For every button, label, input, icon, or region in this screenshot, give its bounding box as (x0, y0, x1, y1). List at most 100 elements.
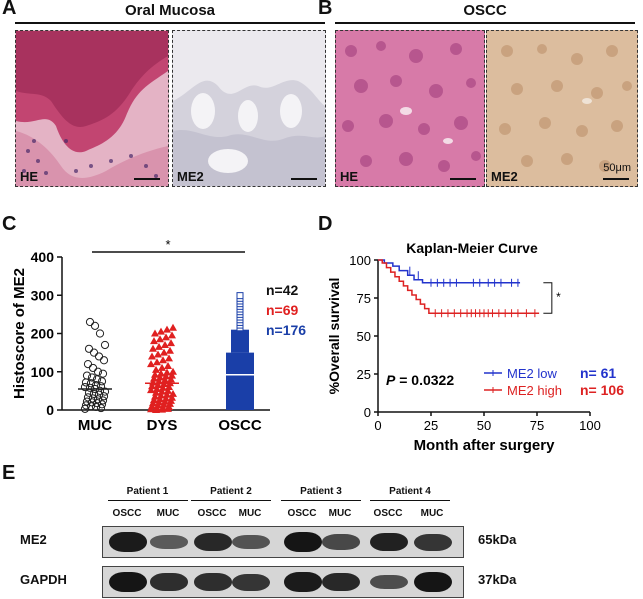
muc-point (96, 382, 106, 391)
scale-bar (450, 178, 476, 180)
y-tick-label: 100 (31, 364, 55, 380)
dys-point (165, 354, 173, 362)
dys-point (157, 391, 165, 399)
significance-bracket (543, 282, 553, 314)
patient-underline (281, 500, 361, 501)
kda-label: 37kDa (478, 572, 517, 587)
dys-point (168, 331, 176, 339)
muc-point (92, 375, 102, 384)
panel-label-d: D (318, 213, 333, 235)
x-tick-label: 50 (477, 418, 491, 433)
y-tick-label: 0 (46, 402, 54, 418)
scale-bar (134, 178, 160, 180)
blot-band (414, 533, 452, 551)
dys-point (163, 325, 171, 333)
lane-label: MUC (420, 508, 444, 519)
blot-band (370, 574, 408, 590)
muc-point (83, 360, 93, 369)
panel-b-title: OSCC (463, 2, 507, 19)
muc-point (85, 317, 95, 327)
p-value-symbol: P (386, 372, 396, 388)
y-tick-label: 75 (357, 291, 371, 306)
dys-point (164, 362, 172, 370)
patient-underline (370, 500, 450, 501)
dys-point (165, 383, 173, 391)
x-tick-label: MUC (78, 417, 112, 434)
dys-point (151, 370, 159, 378)
dys-point (150, 374, 158, 382)
lane-label: MUC (238, 508, 262, 519)
blot-row-label: GAPDH (20, 572, 67, 587)
y-tick-label: 100 (349, 253, 371, 268)
n-label: n= 61 (580, 365, 616, 381)
dys-point (151, 392, 159, 400)
muc-point (82, 371, 92, 380)
me2-label: ME2 (491, 169, 518, 184)
muc-point (95, 329, 105, 338)
p-value-number: = 0.0322 (395, 372, 454, 388)
n-label: n=69 (266, 302, 299, 318)
dys-point (149, 344, 157, 352)
muc-point (97, 377, 107, 386)
y-axis-label: %Overall survival (326, 278, 342, 395)
dys-point (152, 388, 160, 396)
dys-point (147, 386, 155, 394)
he-label: HE (340, 169, 359, 184)
patient-underline (191, 500, 271, 501)
blot-band (150, 535, 188, 549)
dys-point (159, 356, 167, 364)
muc-point (83, 393, 93, 402)
muc-point (100, 387, 110, 396)
dys-point (147, 360, 155, 368)
panel-label-a: A (2, 0, 17, 19)
dys-point (162, 333, 170, 341)
n-label: n=42 (266, 282, 299, 298)
panel-label-b: B (318, 0, 333, 19)
x-axis-label: Month after surgery (414, 437, 556, 454)
oscc-he-art (336, 31, 484, 186)
lane-label: MUC (156, 508, 180, 519)
muc-point (96, 403, 106, 413)
patient-label: Patient 1 (126, 486, 169, 497)
dys-point (148, 382, 156, 390)
dys-point (162, 372, 170, 380)
legend-label: ME2 low (507, 366, 557, 381)
n-label: n=176 (266, 322, 306, 338)
oral-mucosa-me2-art (173, 31, 325, 186)
dys-point (155, 342, 163, 350)
chart-title: Kaplan-Meier Curve (406, 240, 538, 256)
dys-point (150, 337, 158, 345)
scale-bar (291, 178, 317, 180)
panel-label-e: E (2, 462, 16, 484)
dys-point (166, 346, 174, 354)
dys-point (160, 348, 168, 356)
dys-point (163, 390, 171, 398)
patient-underline (107, 500, 188, 501)
x-tick-label: 0 (374, 418, 381, 433)
muc-point (87, 373, 97, 382)
oscc-he-image: HE (335, 30, 485, 187)
kaplan-meier-chart: Kaplan-Meier Curve 0 25 50 75 100 0 25 50 75 100 %O… (326, 240, 624, 454)
scale-label: 50μm (603, 162, 631, 174)
muc-point (86, 379, 96, 388)
muc-point (99, 356, 109, 365)
muc-point (80, 382, 90, 392)
patient-label: Patient 4 (389, 486, 431, 497)
dys-point (161, 376, 169, 384)
muc-point (94, 352, 104, 361)
legend-label: ME2 high (507, 383, 562, 398)
muc-point (100, 340, 110, 350)
lane-label: OSCC (112, 508, 142, 519)
blot-band (232, 535, 270, 549)
lane-label: OSCC (287, 508, 317, 519)
blot-band (194, 573, 232, 591)
muc-point (98, 396, 108, 405)
y-tick-label: 0 (364, 405, 371, 420)
oscc-point (236, 292, 244, 300)
muc-point (81, 378, 91, 387)
patient-label: Patient 2 (210, 486, 252, 497)
significance-star: * (556, 290, 561, 304)
blot-band (414, 572, 452, 592)
oscc-me2-art (487, 31, 637, 186)
